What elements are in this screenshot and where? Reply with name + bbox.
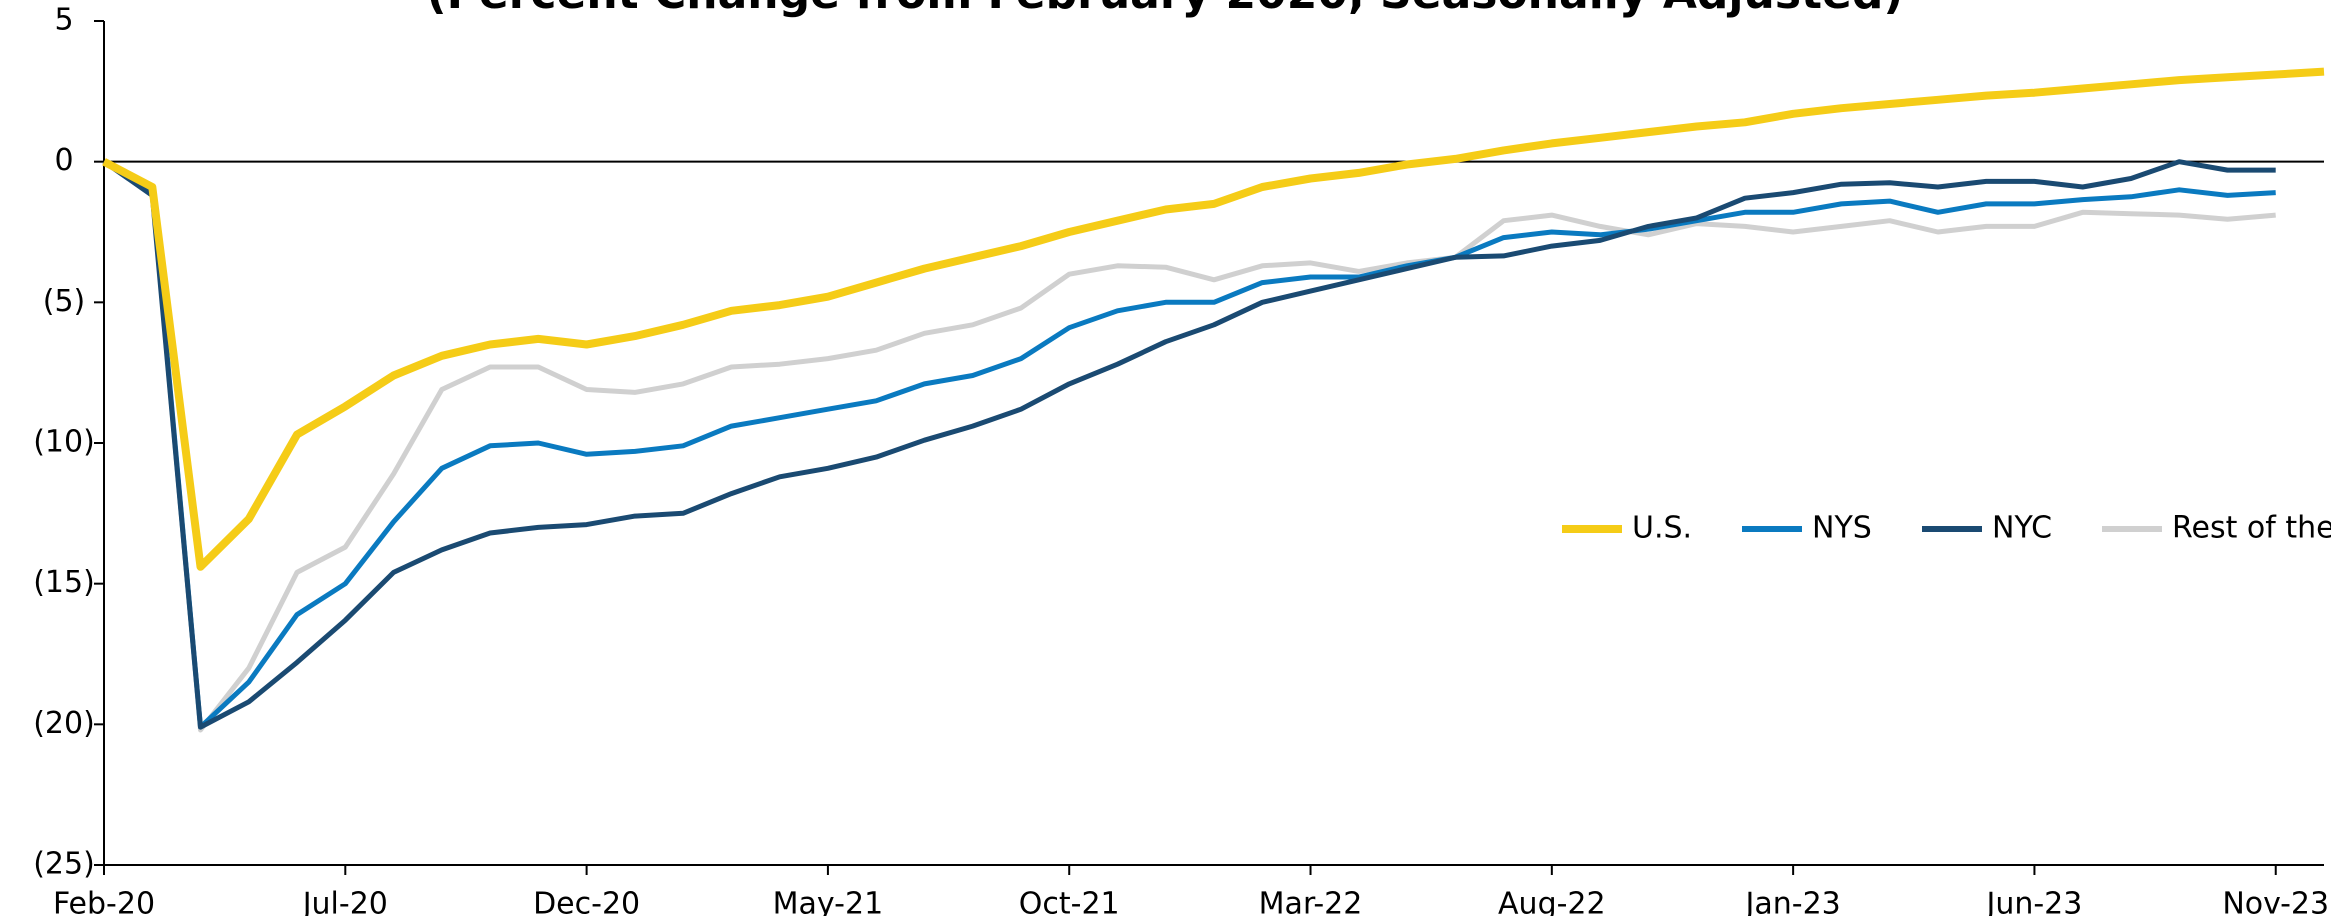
y-tick-label: 0 bbox=[54, 143, 73, 178]
legend-label: NYS bbox=[1812, 511, 1872, 546]
x-tick-label: Dec-20 bbox=[533, 887, 640, 916]
x-tick-label: Jul-20 bbox=[301, 887, 388, 916]
legend-label: Rest of the State bbox=[2172, 511, 2331, 546]
legend-label: U.S. bbox=[1632, 511, 1692, 546]
x-tick-label: Nov-23 bbox=[2222, 887, 2329, 916]
y-tick-label: (25) bbox=[33, 847, 95, 882]
legend-label: NYC bbox=[1992, 511, 2052, 546]
y-tick-label: (5) bbox=[43, 284, 86, 319]
x-tick-label: Mar-22 bbox=[1259, 887, 1363, 916]
x-tick-label: Feb-20 bbox=[53, 887, 155, 916]
y-tick-label: (15) bbox=[33, 565, 95, 600]
series-line bbox=[102, 67, 2325, 571]
series-line bbox=[102, 159, 2276, 730]
y-tick-label: (20) bbox=[33, 706, 95, 741]
chart-title: (Percent Change from February 2020, Seas… bbox=[427, 0, 1904, 19]
y-tick-label: 5 bbox=[54, 3, 73, 38]
x-tick-label: Jan-23 bbox=[1744, 887, 1841, 916]
y-tick-label: (10) bbox=[33, 425, 95, 460]
series-line bbox=[102, 159, 2276, 733]
x-tick-label: Aug-22 bbox=[1498, 887, 1606, 916]
x-tick-label: May-21 bbox=[773, 887, 884, 916]
series-line bbox=[102, 159, 2276, 730]
x-tick-label: Oct-21 bbox=[1019, 887, 1120, 916]
x-tick-label: Jun-23 bbox=[1984, 887, 2082, 916]
